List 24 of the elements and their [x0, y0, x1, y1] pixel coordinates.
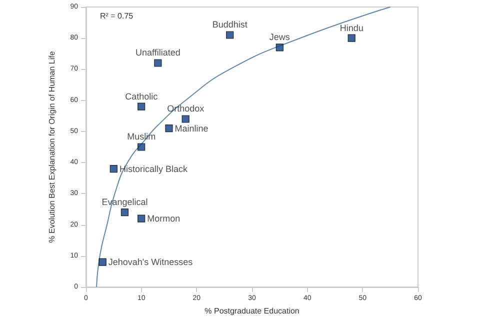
point [276, 44, 284, 52]
point [138, 214, 146, 222]
series-label: Hindu [340, 22, 364, 33]
series-label: Jews [269, 32, 290, 42]
point [226, 31, 234, 39]
series-label: Buddhist [212, 20, 248, 30]
point [154, 59, 162, 67]
point [165, 124, 173, 132]
series-label: Mormon [147, 214, 180, 224]
point [138, 102, 146, 110]
point [110, 164, 118, 173]
y-axis-title: % Evolution Best Explanation for Origin of Human Life [48, 50, 56, 243]
series-label: Catholic [125, 91, 158, 102]
x-axis-title: % Postgraduate Education [204, 306, 300, 316]
point [98, 258, 106, 266]
point [182, 115, 190, 123]
line-series [96, 6, 391, 288]
annotation: R² = 0.75 [100, 12, 134, 20]
point [120, 208, 129, 216]
series-label: Jehovah's Witnesses [108, 257, 194, 268]
point [138, 143, 146, 151]
series-label: Unaffiliated [135, 48, 180, 58]
series-label: Mainline [174, 123, 208, 134]
point [348, 34, 356, 42]
